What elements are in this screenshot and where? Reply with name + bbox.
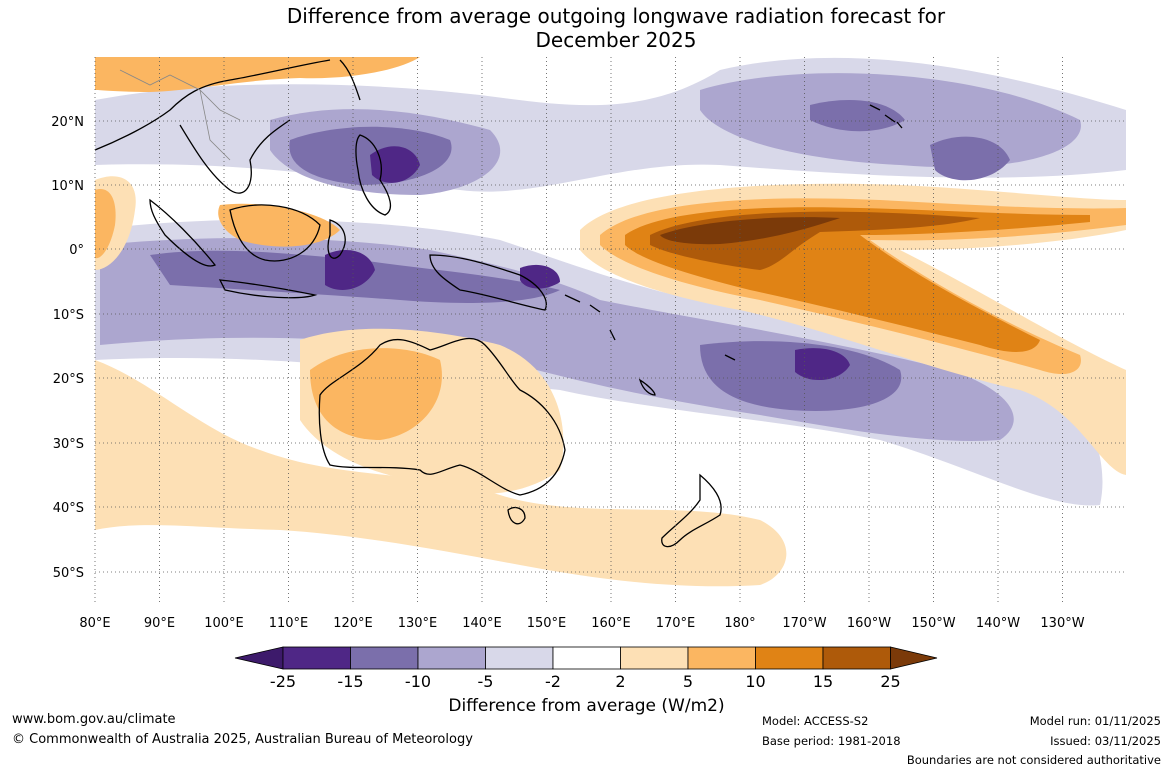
- colorbar-title: Difference from average (W/m2): [448, 696, 725, 716]
- longitude-label: 140°E: [462, 616, 502, 631]
- anomaly-region-negative-north-7: [930, 136, 1010, 181]
- colorbar-tick-label: 15: [813, 672, 833, 691]
- longitude-label: 150°E: [527, 616, 567, 631]
- latitude-label: 40°S: [53, 501, 84, 516]
- latitude-labels: 20°N 10°N 0° 10°S 20°S 30°S 40°S 50°S: [51, 115, 84, 581]
- latitude-label: 20°N: [51, 115, 84, 130]
- colorbar-extend-low: [234, 646, 284, 670]
- hawaii-coast: [869, 104, 903, 129]
- longitude-label: 140°W: [976, 616, 1020, 631]
- latitude-label: 50°S: [53, 566, 84, 581]
- longitude-label: 110°E: [269, 616, 309, 631]
- footer-copyright: © Commonwealth of Australia 2025, Austra…: [12, 732, 473, 747]
- colorbar-segment: [620, 646, 689, 670]
- latitude-label: 0°: [69, 243, 84, 258]
- anomaly-region-negative-north-5: [370, 146, 420, 183]
- colorbar-segment: [485, 646, 554, 670]
- colorbar-tick-label: -2: [545, 672, 561, 691]
- new-zealand-coast: [661, 473, 722, 548]
- japan-coast: [339, 59, 361, 101]
- anomaly-region-negative-north-6: [810, 100, 905, 132]
- latitude-label: 20°S: [53, 372, 84, 387]
- anomaly-field: [95, 57, 1126, 603]
- colorbar-tick-label: -15: [337, 672, 363, 691]
- title-line-1: Difference from average outgoing longwav…: [286, 4, 946, 28]
- anomaly-region-positive-southern-ocean: [95, 360, 787, 587]
- longitude-label: 160°E: [591, 616, 631, 631]
- longitude-label: 130°W: [1040, 616, 1084, 631]
- colorbar-extend-high: [890, 646, 938, 670]
- longitude-label: 160°W: [847, 616, 891, 631]
- longitude-label: 170°E: [656, 616, 696, 631]
- colorbar-segment: [755, 646, 824, 670]
- tasmania-coast: [507, 507, 526, 525]
- anomaly-region-positive-pacific-5: [660, 217, 840, 245]
- footer-disclaimer: Boundaries are not considered authoritat…: [906, 753, 1161, 767]
- anomaly-region-negative-equatorial-5: [795, 348, 850, 381]
- anomaly-region-negative-equatorial-4: [700, 341, 902, 411]
- colorbar-tick-label: -10: [405, 672, 431, 691]
- longitude-label: 80°E: [79, 616, 110, 631]
- longitude-label: 170°W: [782, 616, 826, 631]
- colorbar-segment: [417, 646, 486, 670]
- longitude-label: 180°: [724, 616, 755, 631]
- anomaly-region-negative-equatorial-6: [325, 250, 375, 290]
- colorbar-segment: [282, 646, 351, 670]
- anomaly-region-positive-australia-2: [310, 348, 442, 440]
- longitude-label: 100°E: [204, 616, 244, 631]
- colorbar-tick-label: 5: [683, 672, 693, 691]
- anomaly-region-positive-west-edge-2: [95, 189, 116, 259]
- australia-coast: [318, 337, 566, 496]
- anomaly-region-positive-borneo: [218, 203, 340, 247]
- colorbar-tick-label: -25: [270, 672, 296, 691]
- colorbar-ticks: -25 -15 -10 -5 -2 2 5 10 15 25: [270, 672, 901, 691]
- coastlines: [95, 59, 903, 548]
- fiji-coast: [724, 354, 736, 361]
- longitude-labels: 80°E 90°E 100°E 110°E 120°E 130°E 140°E 150°E 16…: [79, 616, 1084, 631]
- vanuatu-coast: [609, 329, 616, 341]
- java-coast: [218, 279, 318, 299]
- colorbar-tick-label: 2: [615, 672, 625, 691]
- borneo-coast: [229, 204, 321, 262]
- colorbar-tick-label: 25: [880, 672, 900, 691]
- country-borders: [119, 69, 241, 161]
- map-title: Difference from average outgoing longwav…: [0, 4, 1173, 52]
- colorbar-segment: [822, 646, 891, 670]
- latitude-label: 30°S: [53, 437, 84, 452]
- footer-issued: Issued: 03/11/2025: [1050, 734, 1161, 748]
- colorbar: [234, 646, 938, 670]
- footer-model: Model: ACCESS-S2: [762, 714, 869, 728]
- graticule: [94, 57, 1126, 603]
- longitude-label: 120°E: [333, 616, 373, 631]
- new-caledonia-coast: [638, 378, 656, 396]
- colorbar-segment: [350, 646, 419, 670]
- asia-borders: [119, 69, 241, 161]
- anomaly-region-negative-equatorial-7: [520, 264, 560, 289]
- sulawesi-coast: [327, 219, 346, 259]
- new-guinea-coast: [429, 254, 547, 311]
- colorbar-segment: [687, 646, 756, 670]
- footer-base-period: Base period: 1981-2018: [762, 734, 901, 748]
- longitude-label: 130°E: [398, 616, 438, 631]
- sumatra-coast: [149, 198, 217, 267]
- footer-model-run: Model run: 01/11/2025: [1029, 714, 1161, 728]
- latitude-label: 10°S: [53, 308, 84, 323]
- longitude-label: 90°E: [144, 616, 175, 631]
- colorbar-tick-label: 10: [745, 672, 765, 691]
- philippines-coast: [355, 134, 392, 216]
- solomon-coast: [564, 294, 601, 313]
- longitude-label: 150°W: [911, 616, 955, 631]
- colorbar-segment: [552, 646, 621, 670]
- latitude-label: 10°N: [51, 179, 84, 194]
- colorbar-tick-label: -5: [478, 672, 494, 691]
- title-line-2: December 2025: [535, 28, 697, 52]
- asia-coast: [95, 59, 331, 194]
- footer-website: www.bom.gov.au/climate: [12, 712, 176, 727]
